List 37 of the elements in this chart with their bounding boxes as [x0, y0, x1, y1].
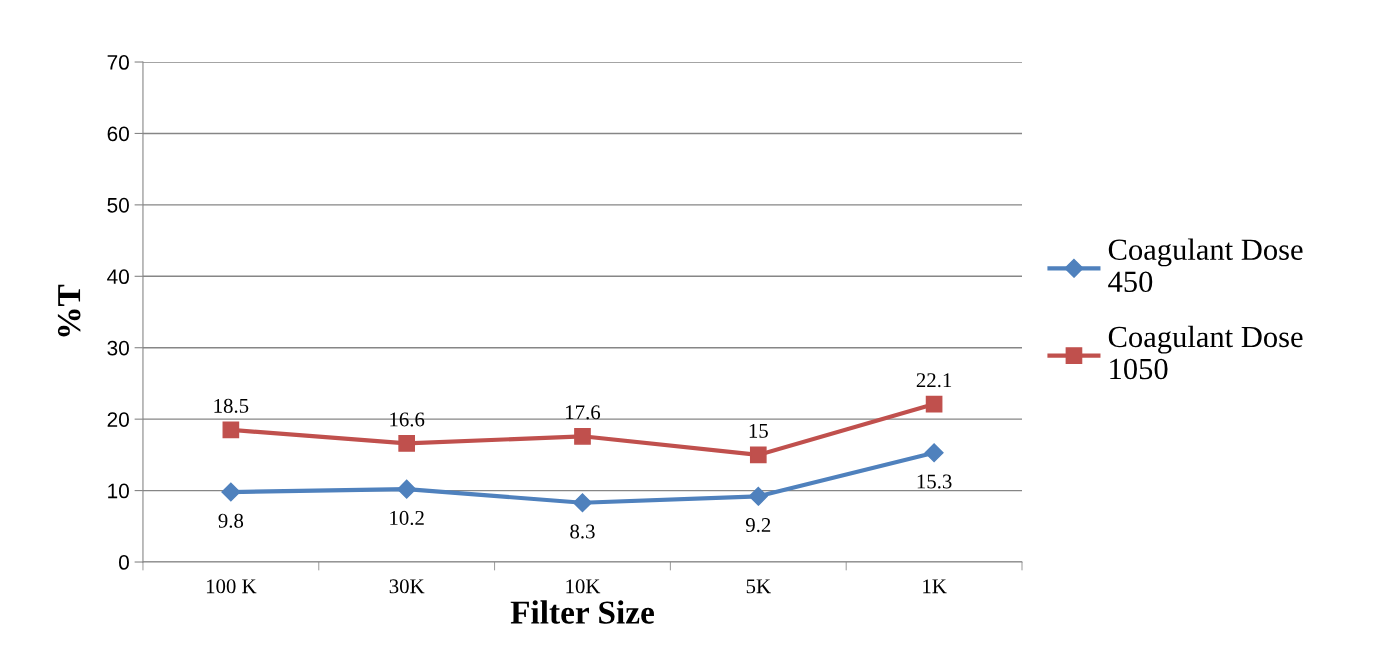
point: [572, 493, 593, 513]
y-tick-label: 40: [107, 269, 129, 285]
y-tick-label: 30: [107, 340, 129, 356]
point: [222, 421, 240, 439]
legend-label: Coagulant Dose 1050: [1108, 325, 1303, 380]
x-tick-label: 100 K: [206, 579, 257, 594]
x-tick-label: 10K: [566, 579, 601, 594]
point: [221, 482, 241, 502]
y-tick-label: 10: [108, 483, 129, 499]
point: [397, 479, 417, 499]
point: [749, 446, 767, 464]
point: [574, 427, 591, 445]
y-axis-title: %T: [57, 284, 81, 337]
x-tick-label: 5K: [746, 579, 771, 594]
y-tick-label: 0: [118, 555, 129, 570]
data-label: 9.2: [745, 518, 771, 533]
x-tick-label: 1K: [923, 579, 947, 594]
y-tick-label: 50: [107, 197, 129, 213]
data-label: 8.3: [570, 524, 595, 539]
data-label: 10.2: [390, 510, 424, 526]
y-tick-label: 20: [107, 412, 129, 427]
point: [924, 443, 944, 463]
data-label: 15: [749, 423, 768, 438]
data-label: 17.6: [566, 405, 601, 420]
data-label: 22.1: [916, 373, 952, 388]
point: [925, 395, 943, 413]
legend-label: Coagulant Dose 450: [1108, 238, 1303, 293]
y-tick-label: 70: [107, 55, 129, 70]
x-axis-title: Filter Size: [510, 600, 654, 624]
point: [748, 486, 768, 506]
data-label: 16.6: [390, 412, 425, 427]
data-label: 9.8: [218, 513, 244, 528]
data-label: 18.5: [214, 398, 249, 413]
y-tick-label: 60: [107, 126, 129, 142]
data-label: 15.3: [917, 474, 952, 489]
point: [398, 435, 416, 452]
x-tick-label: 30K: [389, 579, 425, 594]
